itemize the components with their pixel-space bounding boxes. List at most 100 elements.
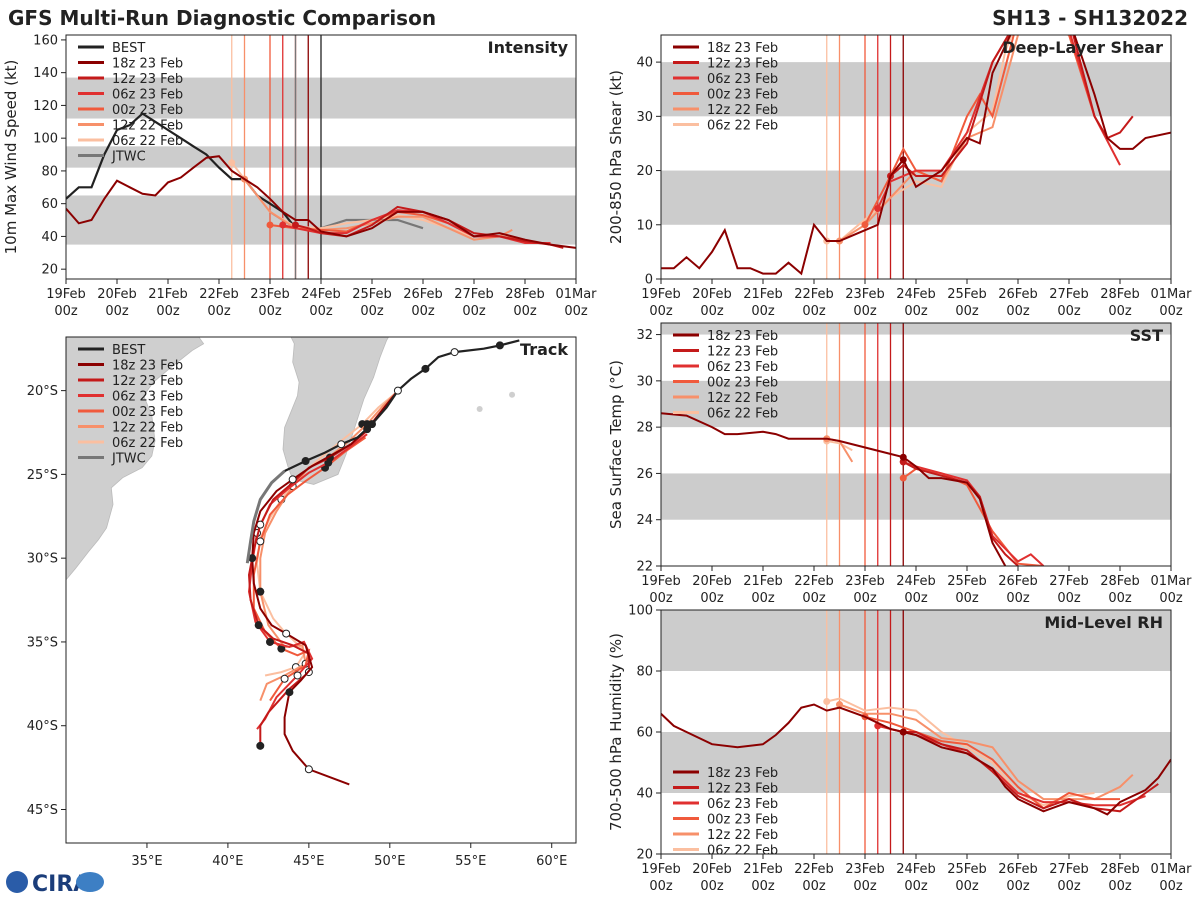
track-jtwc (245, 469, 286, 564)
track-run-2-point-14 (293, 671, 302, 680)
shear-xtick-hour-3: 00z (802, 304, 826, 319)
track-run-0-point-22 (304, 765, 313, 774)
shear-init-point-2 (874, 205, 882, 213)
sst-xtick-date-10: 01Mar (1150, 574, 1192, 589)
shear-ytick-label-0: 0 (645, 273, 653, 288)
intensity-title: Intensity (488, 38, 569, 57)
track-ytick-label-2: 30°S (27, 552, 58, 567)
shear-series-run-0 (661, 35, 1171, 276)
intensity-xtick-hour-5: 00z (309, 304, 333, 319)
logo-globe-icon (6, 871, 28, 893)
legend-label-run4: 12z 22 Feb (112, 119, 183, 134)
track-run-0-point-6 (288, 475, 297, 484)
intensity-init-point-2 (279, 221, 287, 229)
intensity-ytick-label-3: 80 (41, 164, 58, 179)
legend-label-run3: 00z 23 Feb (707, 376, 778, 391)
track-best-point-7 (393, 386, 402, 395)
legend-label-run5: 06z 22 Feb (707, 407, 778, 422)
track-run-1-point-18 (256, 741, 265, 750)
sst-panel: 19Feb 00z 20Feb 00z 21Feb 00z 22Feb 00z 23Feb 00z… (607, 322, 1192, 606)
rh-xtick-hour-5: 00z (904, 879, 928, 894)
shear-series-run-5 (826, 35, 1013, 242)
track-best-point-5 (421, 364, 430, 373)
shear-xtick-date-5: 24Feb (896, 287, 936, 302)
legend-label-jtwc: JTWC (111, 150, 146, 165)
rh-xtick-hour-4: 00z (853, 879, 877, 894)
intensity-xtick-date-7: 26Feb (403, 287, 443, 302)
shear-panel: 19Feb 00z 20Feb 00z 21Feb 00z 22Feb 00z 23Feb 00z… (607, 34, 1192, 319)
legend-label-run1: 12z 23 Feb (707, 345, 778, 360)
rh-xtick-date-7: 26Feb (998, 862, 1038, 877)
rh-title: Mid-Level RH (1044, 613, 1163, 632)
rh-init-point-0 (899, 728, 907, 736)
shear-ytick-label-2: 20 (636, 164, 653, 179)
shear-series-run-3 (864, 35, 1096, 226)
legend-label-run5: 06z 22 Feb (707, 844, 778, 859)
shear-xtick-hour-7: 00z (1006, 304, 1030, 319)
shear-series-run-1 (889, 35, 1134, 177)
shear-series-run-2 (876, 35, 1121, 209)
cira-logo: CIRA (6, 871, 104, 897)
intensity-xtick-hour-6: 00z (360, 304, 384, 319)
intensity-xtick-date-2: 21Feb (148, 287, 188, 302)
intensity-xtick-hour-8: 00z (462, 304, 486, 319)
rh-band-0 (661, 732, 1171, 793)
legend-label-run5: 06z 22 Feb (112, 134, 183, 149)
legend-label-best: BEST (112, 343, 145, 358)
intensity-xtick-date-4: 23Feb (250, 287, 290, 302)
track-ytick-label-4: 40°S (27, 719, 58, 734)
track-best-point-1 (495, 341, 504, 350)
intensity-ytick-label-6: 140 (33, 66, 58, 81)
rh-xtick-date-3: 22Feb (794, 862, 834, 877)
sst-xtick-hour-9: 00z (1108, 591, 1132, 606)
intensity-xtick-hour-10: 00z (564, 304, 588, 319)
track-frame (65, 336, 577, 844)
track-title: Track (520, 340, 568, 359)
rh-xtick-hour-10: 00z (1159, 879, 1183, 894)
main-title: GFS Multi-Run Diagnostic Comparison (8, 6, 436, 30)
land-mass-0 (66, 337, 205, 581)
rh-xtick-hour-8: 00z (1057, 879, 1081, 894)
intensity-xtick-date-8: 27Feb (454, 287, 494, 302)
track-ytick-label-1: 25°S (27, 468, 58, 483)
rh-xtick-date-1: 20Feb (692, 862, 732, 877)
sst-band-2 (661, 323, 1171, 335)
track-xtick-label-1: 40°E (212, 854, 243, 869)
shear-xtick-hour-0: 00z (649, 304, 673, 319)
land-mass-1 (282, 337, 390, 485)
intensity-init-point-1 (292, 221, 299, 229)
intensity-series-best (66, 112, 309, 230)
sst-ytick-label-1: 24 (636, 513, 653, 528)
rh-xtick-hour-7: 00z (1006, 879, 1030, 894)
shear-init-point-3 (861, 221, 869, 229)
intensity-xtick-hour-7: 00z (411, 304, 435, 319)
island-0 (476, 406, 483, 413)
rh-init-point-5 (823, 698, 831, 705)
sst-xtick-hour-5: 00z (904, 591, 928, 606)
shear-init-point-0 (899, 156, 907, 164)
intensity-ytick-label-7: 160 (33, 33, 58, 48)
shear-xtick-date-6: 25Feb (947, 287, 987, 302)
rh-panel: 19Feb 00z 20Feb 00z 21Feb 00z 22Feb 00z 23Feb 00z… (607, 604, 1192, 895)
logo-swirl-icon (76, 872, 104, 892)
track-run-2-point-10 (266, 637, 274, 646)
intensity-xtick-hour-0: 00z (54, 304, 78, 319)
legend-label-run0: 18z 23 Feb (707, 766, 778, 781)
intensity-ytick-label-4: 100 (33, 132, 58, 147)
island-1 (509, 391, 516, 398)
track-run-4 (259, 389, 399, 701)
sst-xtick-date-6: 25Feb (947, 574, 987, 589)
sst-xtick-date-2: 21Feb (743, 574, 783, 589)
intensity-init-point-5 (228, 159, 236, 167)
intensity-plot-area (66, 35, 576, 279)
track-panel: 35°E 40°E 45°E 50°E 55°E 60°E 20°S 25°S 30°S 35°S… (27, 336, 577, 869)
intensity-panel: 19Feb 00z 20Feb 00z 21Feb 00z 22Feb 00z 23Feb 00z… (2, 33, 597, 319)
rh-xtick-date-9: 28Feb (1100, 862, 1140, 877)
rh-band-1 (661, 610, 1171, 671)
shear-xtick-hour-6: 00z (955, 304, 979, 319)
storm-id-title: SH13 - SH132022 (992, 6, 1188, 30)
shear-xtick-date-9: 28Feb (1100, 287, 1140, 302)
intensity-xtick-date-5: 24Feb (301, 287, 341, 302)
intensity-xtick-date-10: 01Mar (555, 287, 597, 302)
intensity-ytick-label-5: 120 (33, 99, 58, 114)
